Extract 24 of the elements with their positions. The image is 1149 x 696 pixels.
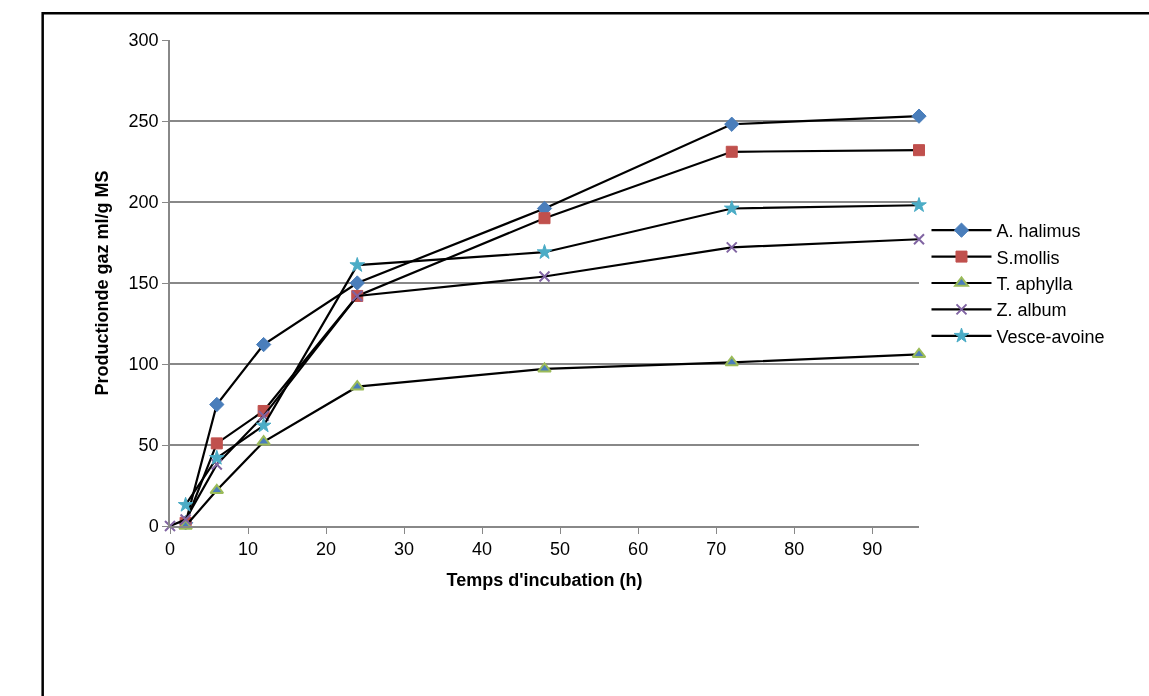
legend-label: Z. album [996,300,1067,321]
y-tick-label: 250 [128,111,159,132]
x-tick-label: 0 [164,539,176,560]
x-tick-label: 80 [784,539,805,560]
x-tick-label: 40 [472,539,493,560]
x-tick-label: 10 [238,539,259,560]
y-tick-label: 300 [128,30,159,51]
x-tick-label: 60 [628,539,649,560]
x-tick-label: 50 [550,539,571,560]
x-tick-label: 70 [706,539,727,560]
y-tick-label: 100 [128,354,159,375]
legend-label: T. aphylla [996,274,1074,295]
y-tick-label: 0 [148,516,159,537]
y-tick-label: 200 [128,192,159,213]
x-tick-label: 30 [394,539,415,560]
legend-label: S.mollis [996,247,1060,268]
y-tick-label: 150 [128,273,159,294]
legend-label: A. halimus [996,221,1081,242]
x-axis-title: Temps d'incubation (h) [446,569,643,590]
y-tick-label: 50 [138,435,159,456]
x-tick-label: 90 [862,539,883,560]
y-axis-title: Productionde gaz ml/g MS [92,170,113,396]
x-tick-label: 20 [316,539,337,560]
legend-label: Vesce-avoine [996,326,1105,347]
